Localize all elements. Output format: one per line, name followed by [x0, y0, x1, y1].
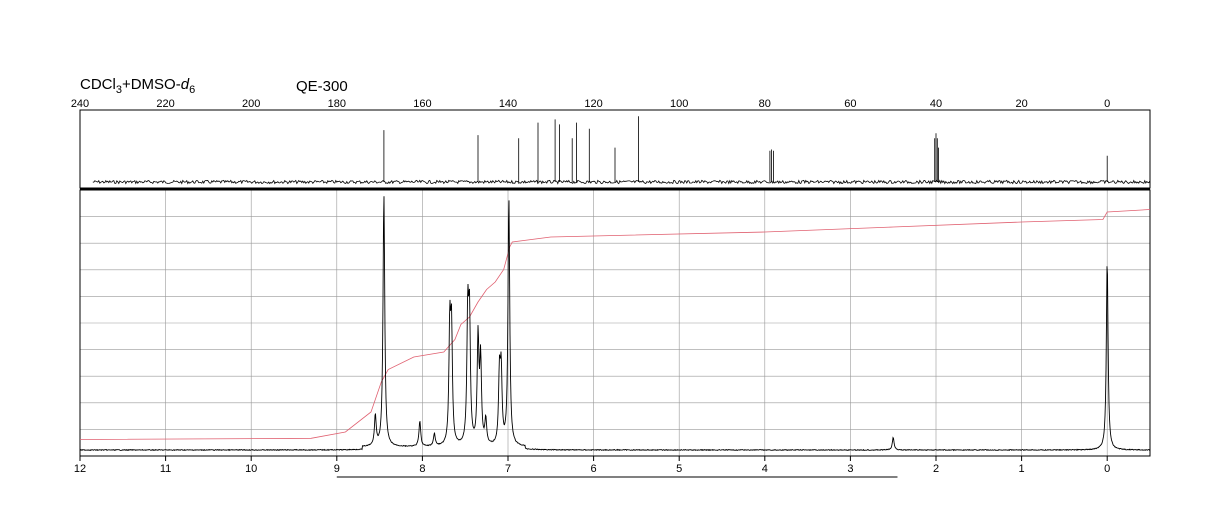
- c13-tick-label: 40: [930, 98, 942, 110]
- c13-tick-label: 60: [844, 98, 856, 110]
- h1-axis-ticks: 12 11 10 9 8 7 6 5 4 3 2 1 0: [74, 456, 1110, 475]
- h1-tick-label: 3: [847, 463, 853, 475]
- h1-tick-label: 1: [1019, 463, 1025, 475]
- h1-spectrum-trace: [79, 196, 1151, 452]
- c13-tick-label: 100: [670, 98, 688, 110]
- h1-tick-label: 10: [245, 463, 257, 475]
- h1-tick-label: 0: [1104, 463, 1110, 475]
- h1-tick-label: 7: [505, 463, 511, 475]
- c13-tick-label: 220: [156, 98, 174, 110]
- h1-tick-label: 6: [591, 463, 597, 475]
- c13-tick-label: 20: [1015, 98, 1027, 110]
- c13-tick-label: 240: [71, 98, 89, 110]
- c13-tick-label: 140: [499, 98, 517, 110]
- h1-tick-label: 12: [74, 463, 86, 475]
- h1-integral-curve: [79, 209, 1151, 440]
- h1-tick-label: 9: [334, 463, 340, 475]
- solvent-label: CDCl3+DMSO-d6: [80, 76, 196, 96]
- h1-grid: [79, 190, 1150, 456]
- h1-tick-label: 11: [160, 463, 171, 475]
- c13-axis-ticks: 240 220 200 180 160 140 120 100 80 60 40 20 0: [71, 98, 1110, 110]
- h1-tick-label: 8: [419, 463, 425, 475]
- h1-tick-label: 4: [762, 463, 768, 475]
- h1-tick-label: 5: [676, 463, 682, 475]
- c13-tick-label: 80: [759, 98, 771, 110]
- c13-tick-label: 120: [584, 98, 602, 110]
- h1-panel-frame: [79, 189, 1151, 457]
- c13-spectrum-trace: [92, 116, 1151, 185]
- c13-tick-label: 160: [413, 98, 431, 110]
- c13-tick-label: 0: [1104, 98, 1110, 110]
- c13-tick-label: 180: [328, 98, 346, 110]
- h1-tick-label: 2: [933, 463, 939, 475]
- c13-panel-frame: [79, 109, 1151, 189]
- instrument-label: QE-300: [296, 78, 348, 95]
- c13-tick-label: 200: [242, 98, 260, 110]
